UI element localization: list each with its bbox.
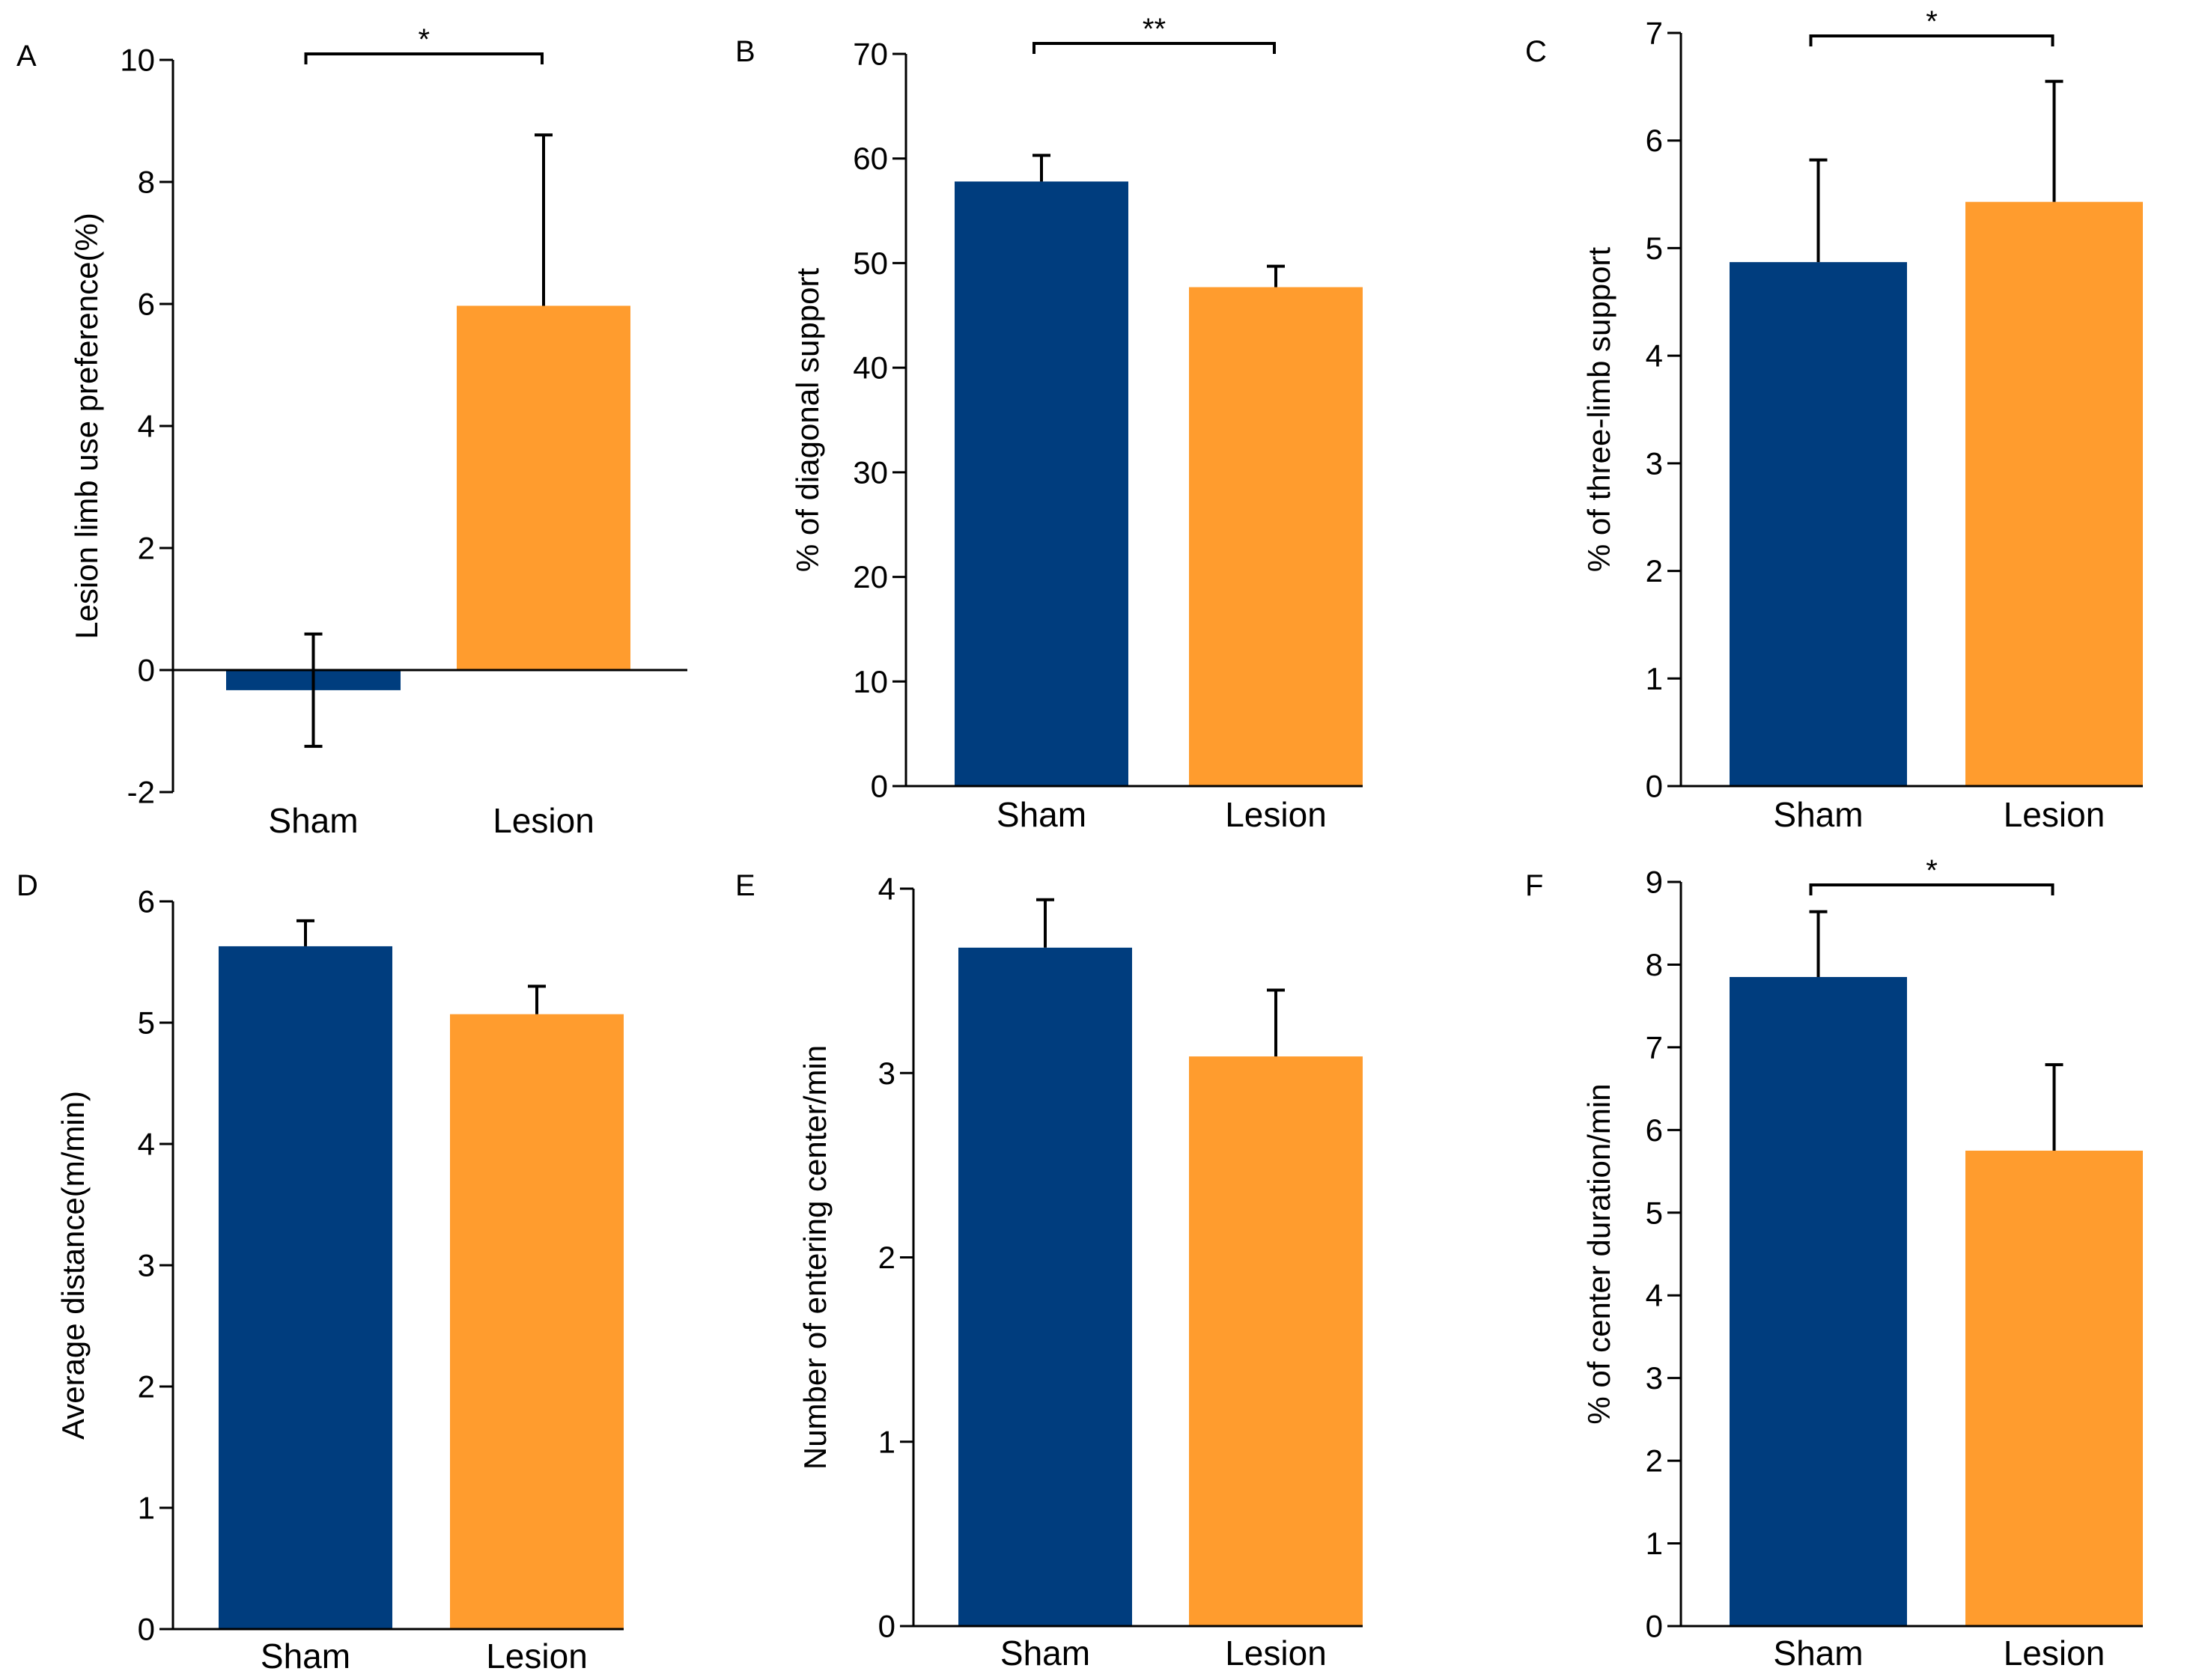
- panel-b-category-label: Sham: [997, 795, 1086, 834]
- panel-d-y-tick-label: 1: [138, 1491, 155, 1526]
- panel-c-y-tick-label: 2: [1646, 553, 1663, 588]
- panel-f-y-tick-label: 7: [1646, 1029, 1663, 1065]
- panel-f-y-tick-label: 9: [1646, 865, 1663, 900]
- panel-c-significance-label: *: [1926, 5, 1938, 38]
- panel-b-y-tick-label: 70: [853, 37, 888, 72]
- panel-f: F 0 1 2 3 4 5 6 7 8 9 % of center duration/min Sham L…: [1525, 854, 2143, 1673]
- panel-e-y-tick-label: 2: [878, 1240, 895, 1275]
- panel-e: E 0 1 2 3 4 Number of entering center/min Sham L…: [735, 869, 1363, 1673]
- panel-c-y-axis-label: % of three-limb support: [1581, 247, 1617, 573]
- panel-d-bar-sham: [219, 946, 392, 1629]
- panel-f-y-tick-label: 8: [1646, 947, 1663, 982]
- panel-c: C 0 1 2 3 4 5 6 7 % of three-limb support Sham Lesi…: [1525, 5, 2143, 834]
- panel-e-letter: E: [735, 869, 755, 902]
- panel-b: B 0 10 20 30 40 50 60 70 % of diagonal support Sha…: [735, 13, 1363, 834]
- panel-e-y-tick-label: 4: [878, 871, 895, 907]
- panel-c-y-tick-label: 1: [1646, 661, 1663, 696]
- panel-f-y-tick-label: 5: [1646, 1195, 1663, 1230]
- panel-a-y-tick-label: 8: [138, 165, 155, 200]
- panel-c-bar-lesion: [1965, 201, 2143, 786]
- panel-c-y-tick-label: 3: [1646, 445, 1663, 481]
- panel-f-letter: F: [1525, 869, 1543, 902]
- panel-a-y-axis-label: Lesion limb use preference(%): [69, 213, 104, 639]
- panel-b-significance-label: **: [1143, 13, 1166, 46]
- panel-e-y-tick-label: 1: [878, 1424, 895, 1459]
- panel-b-bar-lesion: [1189, 287, 1363, 786]
- panel-c-category-label: Sham: [1773, 795, 1863, 834]
- panel-e-category-label: Sham: [1000, 1634, 1090, 1673]
- panel-c-y-tick-label: 5: [1646, 231, 1663, 266]
- panel-e-bar-sham: [958, 947, 1132, 1626]
- panel-f-bar-sham: [1730, 977, 1907, 1626]
- panel-b-y-tick-label: 20: [853, 559, 888, 594]
- panel-f-y-tick-label: 4: [1646, 1278, 1663, 1313]
- panel-c-letter: C: [1525, 35, 1547, 68]
- panel-a-significance-label: *: [418, 23, 430, 56]
- panel-e-y-axis-label: Number of entering center/min: [797, 1045, 833, 1470]
- panel-a-y-tick-label: 4: [138, 409, 155, 444]
- panel-f-y-axis-label: % of center duration/min: [1581, 1083, 1617, 1424]
- panel-f-y-tick-label: 6: [1646, 1113, 1663, 1148]
- panel-d-category-label: Sham: [261, 1637, 350, 1676]
- panel-a-y-tick-label: -2: [127, 775, 155, 810]
- panel-e-category-label: Lesion: [1225, 1634, 1327, 1673]
- panel-f-y-tick-label: 2: [1646, 1443, 1663, 1479]
- panel-d-y-tick-label: 4: [138, 1127, 155, 1162]
- panel-d-y-tick-label: 0: [138, 1612, 155, 1647]
- panel-d-y-tick-label: 2: [138, 1369, 155, 1404]
- panel-c-significance-bracket: [1809, 34, 2055, 46]
- panel-a-category-label: Lesion: [493, 801, 594, 840]
- panel-a-y-tick-label: 6: [138, 287, 155, 322]
- panel-d-category-label: Lesion: [486, 1637, 588, 1676]
- panel-b-y-tick-label: 30: [853, 454, 888, 490]
- panel-b-significance-bracket: [1032, 42, 1276, 54]
- panel-f-significance-bracket: [1809, 883, 2055, 895]
- panel-c-y-tick-label: 0: [1646, 769, 1663, 804]
- panel-f-category-label: Lesion: [2004, 1634, 2105, 1673]
- panel-c-y-tick-label: 7: [1646, 16, 1663, 51]
- panel-d-y-tick-label: 5: [138, 1005, 155, 1041]
- panel-b-y-tick-label: 60: [853, 141, 888, 176]
- panel-f-y-tick-label: 3: [1646, 1360, 1663, 1396]
- panel-d-y-axis-label: Average distance(m/min): [55, 1091, 91, 1440]
- panel-e-y-tick-label: 0: [878, 1609, 895, 1644]
- panel-b-letter: B: [735, 35, 755, 68]
- panel-b-y-tick-label: 0: [871, 769, 888, 804]
- panel-f-significance-label: *: [1926, 854, 1938, 887]
- panel-a-significance-bracket: [304, 52, 544, 64]
- panel-a-y-tick-label: 10: [120, 43, 155, 78]
- panel-f-category-label: Sham: [1773, 1634, 1863, 1673]
- panel-a-y-tick-label: 2: [138, 531, 155, 566]
- panel-c-category-label: Lesion: [2004, 795, 2105, 834]
- panel-f-y-tick-label: 1: [1646, 1526, 1663, 1561]
- panel-b-y-tick-label: 50: [853, 246, 888, 281]
- panel-b-bar-sham: [955, 181, 1128, 787]
- panel-e-bar-lesion: [1189, 1056, 1363, 1626]
- panel-a-letter: A: [16, 40, 37, 73]
- panel-b-y-tick-label: 10: [853, 664, 888, 699]
- panel-d-letter: D: [16, 869, 38, 902]
- panel-d-y-tick-label: 6: [138, 884, 155, 919]
- panel-c-y-tick-label: 6: [1646, 123, 1663, 158]
- panel-d-y-tick-label: 3: [138, 1248, 155, 1283]
- panel-c-bar-sham: [1730, 262, 1907, 786]
- panel-b-y-tick-label: 40: [853, 350, 888, 386]
- panel-c-y-tick-label: 4: [1646, 338, 1663, 374]
- panel-b-y-axis-label: % of diagonal support: [790, 268, 825, 573]
- panel-d-bar-lesion: [450, 1014, 624, 1629]
- panel-d: D 0 1 2 3 4 5 6 Average distance(m/min) Sham Lesio…: [16, 869, 624, 1676]
- panel-f-bar-lesion: [1965, 1150, 2143, 1626]
- panel-b-category-label: Lesion: [1225, 795, 1327, 834]
- panel-a-bar-lesion: [457, 305, 630, 670]
- panel-f-y-tick-label: 0: [1646, 1609, 1663, 1644]
- panel-a: A -2 0 2 4 6 8 10 Lesion limb use preference(%) S…: [16, 23, 687, 840]
- panel-e-y-tick-label: 3: [878, 1056, 895, 1091]
- panel-a-y-tick-label: 0: [138, 653, 155, 688]
- panel-a-category-label: Sham: [268, 801, 358, 840]
